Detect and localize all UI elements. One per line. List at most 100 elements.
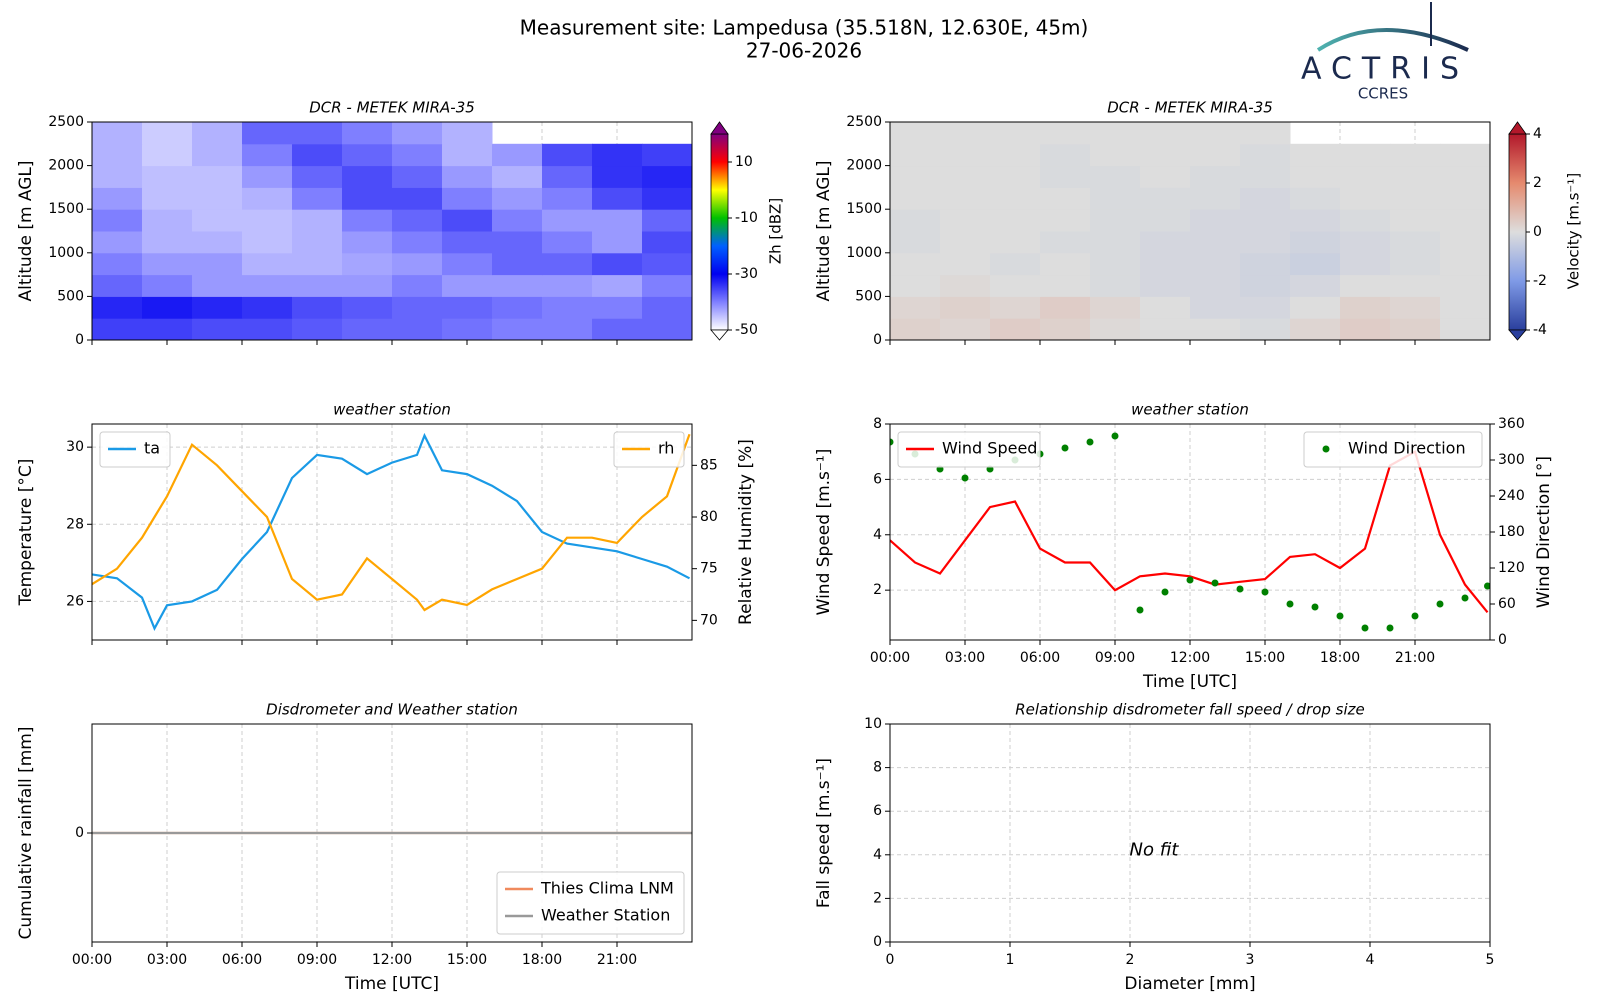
- x-tick-label: 15:00: [1245, 650, 1285, 666]
- legend-label: ta: [144, 439, 160, 458]
- marker: [1436, 600, 1444, 608]
- legend: rh: [613, 431, 685, 468]
- y-tick-label: 8: [873, 760, 882, 776]
- x-tick-label: 00:00: [870, 650, 910, 666]
- heatmap-cell: [292, 231, 343, 254]
- heatmap-cell: [1240, 122, 1291, 145]
- heatmap-cell: [542, 274, 593, 297]
- heatmap-cell: [1440, 143, 1490, 167]
- heatmap-cell: [1190, 252, 1241, 276]
- colorbar-tick-label: 4: [1533, 126, 1542, 142]
- heatmap-cell: [1190, 296, 1241, 319]
- heatmap-cell: [1090, 187, 1141, 210]
- heatmap-cell: [542, 296, 593, 319]
- y-tick-label: 4: [873, 847, 882, 863]
- heatmap-cell: [940, 318, 991, 340]
- y-axis-label: Temperature [°C]: [16, 459, 36, 607]
- heatmap-cell: [442, 231, 493, 254]
- heatmap-cell: [142, 274, 193, 297]
- heatmap-cell: [1340, 143, 1391, 167]
- heatmap-cell: [1440, 318, 1490, 340]
- heatmap-cell: [890, 252, 941, 276]
- colorbar-extend: [710, 329, 729, 341]
- colorbar-tick-label: 2: [1533, 175, 1542, 191]
- heatmap-cell: [1240, 274, 1291, 297]
- heatmap-cell: [342, 209, 393, 232]
- heatmap-cell: [1190, 274, 1241, 297]
- heatmap-cell: [990, 296, 1041, 319]
- heatmap-cell: [492, 165, 543, 188]
- heatmap-cell: [1040, 143, 1091, 167]
- heatmap-cell: [492, 274, 543, 297]
- heatmap-cell: [1040, 274, 1091, 297]
- heatmap-cell: [1290, 187, 1341, 210]
- heatmap-cell: [592, 252, 643, 276]
- heatmap-cell: [242, 274, 293, 297]
- heatmap-cell: [142, 231, 193, 254]
- colorbar: [1508, 133, 1527, 331]
- annotation: No fit: [1130, 839, 1180, 860]
- heatmap-cell: [292, 143, 343, 167]
- heatmap-cell: [92, 231, 143, 254]
- marker: [1086, 438, 1094, 446]
- heatmap-cell: [1190, 318, 1241, 340]
- heatmap-cell: [192, 252, 243, 276]
- x-tick-label: 5: [1486, 952, 1495, 968]
- heatmap-cell: [1440, 274, 1490, 297]
- marker: [1411, 612, 1419, 620]
- heatmap-cell: [1040, 318, 1091, 340]
- y-tick-label: 10: [864, 716, 882, 732]
- heatmap-cell: [1140, 252, 1191, 276]
- heatmap-cell: [1140, 122, 1191, 145]
- heatmap-cell: [1090, 231, 1141, 254]
- heatmap-cell: [1340, 252, 1391, 276]
- heatmap-cell: [890, 209, 941, 232]
- heatmap-cell: [1190, 231, 1241, 254]
- heatmap-cell: [1090, 122, 1141, 145]
- heatmap-cell: [1190, 143, 1241, 167]
- plot-frame: [889, 423, 1491, 641]
- legend-label: Thies Clima LNM: [540, 879, 674, 898]
- x-tick-label: 0: [886, 952, 895, 968]
- x-tick-label: 03:00: [147, 952, 187, 968]
- figure-date: 27-06-2026: [746, 39, 862, 63]
- marker: [1461, 594, 1469, 602]
- heatmap-cell: [392, 318, 443, 340]
- heatmap-cell: [392, 143, 443, 167]
- heatmap-cell: [342, 187, 393, 210]
- heatmap-cell: [940, 187, 991, 210]
- heatmap-cell: [1390, 231, 1441, 254]
- x-tick-label: 15:00: [447, 952, 487, 968]
- heatmap-cell: [1440, 165, 1490, 188]
- heatmap-cell: [192, 318, 243, 340]
- heatmap-cell: [592, 187, 643, 210]
- heatmap-cell: [1340, 187, 1391, 210]
- heatmap-cell: [192, 122, 243, 145]
- heatmap-cell: [292, 274, 343, 297]
- heatmap-cell: [342, 296, 393, 319]
- heatmap-cell: [292, 187, 343, 210]
- heatmap-cell: [442, 165, 493, 188]
- y-tick-label: 6: [873, 471, 882, 487]
- heatmap-cell: [242, 231, 293, 254]
- heatmap-cell: [1290, 318, 1341, 340]
- logo-arc: [1316, 28, 1469, 52]
- heatmap-cell: [342, 165, 393, 188]
- y2-tick-label: 240: [1498, 488, 1525, 504]
- heatmap-cell: [592, 143, 643, 167]
- heatmap-cell: [492, 252, 543, 276]
- heatmap-cell: [542, 231, 593, 254]
- heatmap-cell: [492, 318, 543, 340]
- heatmap-cell: [542, 143, 593, 167]
- heatmap-cell: [1140, 296, 1191, 319]
- heatmap-cell: [1440, 209, 1490, 232]
- heatmap-cell: [1140, 209, 1191, 232]
- heatmap-cell: [990, 231, 1041, 254]
- heatmap-cell: [1240, 252, 1291, 276]
- logo-subtext: CCRES: [1358, 85, 1408, 103]
- heatmap-cell: [92, 165, 143, 188]
- panel-title: Relationship disdrometer fall speed / dr…: [1015, 701, 1365, 719]
- heatmap-cell: [940, 165, 991, 188]
- heatmap-cell: [292, 296, 343, 319]
